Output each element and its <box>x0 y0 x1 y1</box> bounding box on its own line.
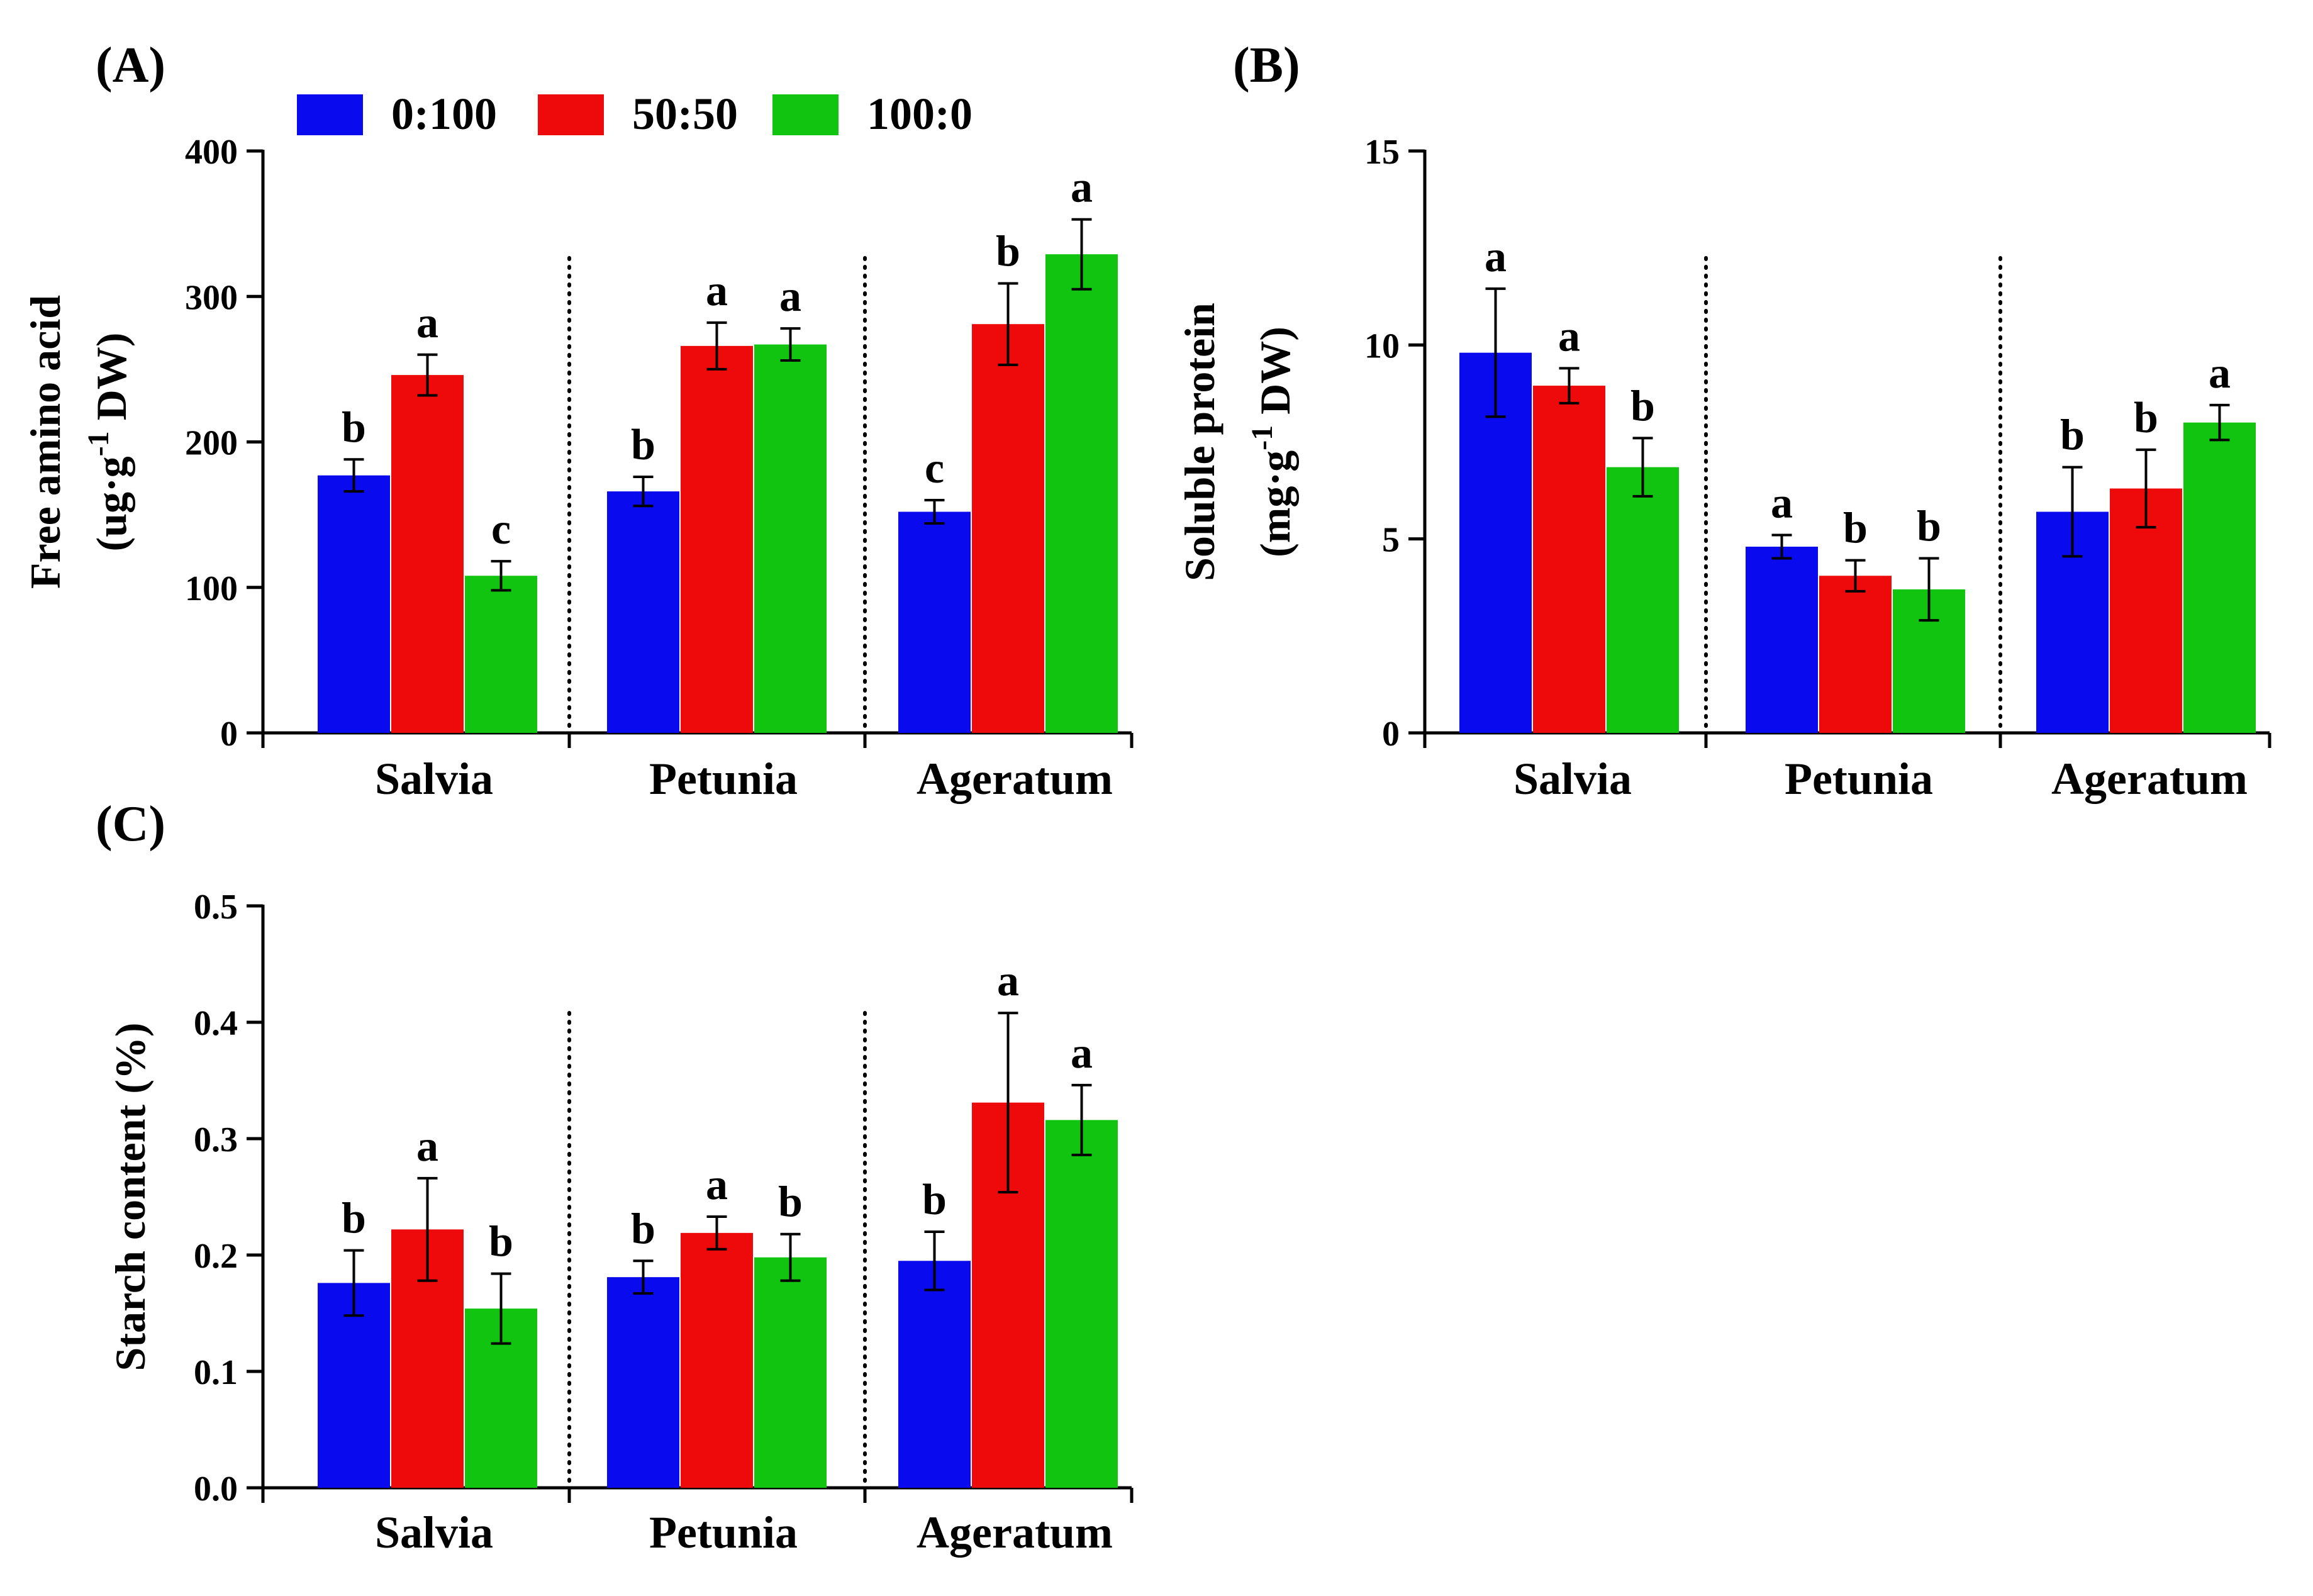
significance-letter: a <box>779 272 801 321</box>
bar-salvia-series-3 <box>465 576 537 733</box>
category-label-salvia: Salvia <box>375 754 493 804</box>
significance-letter: b <box>922 1176 947 1224</box>
significance-letter: a <box>1485 233 1507 281</box>
bar-petunia-series-1 <box>607 491 679 733</box>
significance-letter: b <box>489 1218 513 1266</box>
bar-petunia-series-2 <box>1819 576 1892 733</box>
significance-letter: b <box>1843 505 1868 553</box>
y-tick-label: 5 <box>1382 521 1400 560</box>
y-tick-label: 0.4 <box>194 1004 238 1043</box>
y-tick-label: 0.1 <box>194 1353 238 1392</box>
chart-panel-2: (B) 0 5 10 15 Salvia Petunia Ageratum Soluble pr… <box>1176 38 2271 804</box>
y-tick-label: 200 <box>185 424 238 463</box>
legend-swatch-2 <box>538 94 604 135</box>
significance-letter: b <box>631 421 655 469</box>
category-label-petunia: Petunia <box>649 1507 798 1558</box>
category-label-ageratum: Ageratum <box>917 1507 1113 1558</box>
chart-panel-1: (A) 0 100 200 300 400 Salvia Petunia Ageratum Fre… <box>21 38 1134 804</box>
panel-label: (A) <box>96 38 165 93</box>
panel-label: (B) <box>1233 38 1300 93</box>
chart-panel-3: (C) 0.0 0.1 0.2 0.3 0.4 0.5 Salvia Petunia Agerat… <box>96 796 1134 1558</box>
significance-letter: b <box>2134 394 2158 442</box>
y-tick-label: 400 <box>185 133 238 172</box>
category-label-salvia: Salvia <box>375 1507 493 1558</box>
significance-letter: a <box>706 1161 728 1209</box>
bar-ageratum-series-1 <box>898 1261 971 1488</box>
y-tick-label: 10 <box>1364 326 1400 366</box>
legend-swatch-1 <box>297 94 363 135</box>
bar-ageratum-series-2 <box>972 324 1044 733</box>
bar-petunia-series-1 <box>1746 547 1818 733</box>
y-tick-label: 100 <box>185 569 238 608</box>
y-tick-label: 300 <box>185 278 238 317</box>
bar-petunia-series-3 <box>754 344 827 733</box>
significance-letter: a <box>416 299 438 347</box>
bar-petunia-series-2 <box>681 345 753 733</box>
category-label-salvia: Salvia <box>1513 754 1632 804</box>
y-axis-title: Starch content (%) <box>106 1023 154 1371</box>
significance-letter: b <box>2060 411 2085 460</box>
bar-ageratum-series-3 <box>1045 1120 1118 1488</box>
y-tick-label: 0 <box>1382 715 1400 754</box>
bar-ageratum-series-2 <box>2110 488 2182 733</box>
bar-ageratum-series-1 <box>898 511 971 733</box>
legend-swatch-3 <box>772 94 839 135</box>
y-tick-label: 0.2 <box>194 1237 238 1276</box>
y-tick-label: 0.0 <box>194 1470 238 1509</box>
significance-letter: a <box>997 957 1019 1005</box>
y-tick-label: 0.3 <box>194 1120 238 1159</box>
y-axis-unit: (mg·g-1 DW) <box>1246 326 1299 557</box>
significance-letter: b <box>996 227 1020 276</box>
bar-salvia-series-1 <box>318 475 390 733</box>
significance-letter: c <box>491 505 511 554</box>
significance-letter: c <box>925 444 944 493</box>
y-axis-title: Free amino acid <box>21 295 69 589</box>
legend-label-2: 50:50 <box>632 89 738 139</box>
significance-letter: a <box>416 1122 438 1171</box>
y-axis-title: Soluble protein <box>1176 303 1223 581</box>
bar-salvia-series-3 <box>1607 467 1679 733</box>
bar-ageratum-series-3 <box>2183 422 2256 733</box>
significance-letter: b <box>1917 503 1941 551</box>
significance-letter: a <box>1071 164 1093 212</box>
bar-petunia-series-3 <box>754 1257 827 1488</box>
y-tick-label: 15 <box>1364 133 1400 172</box>
bar-salvia-series-2 <box>1533 386 1605 733</box>
category-label-petunia: Petunia <box>649 754 798 804</box>
significance-letter: a <box>2209 349 2231 398</box>
bar-ageratum-series-3 <box>1045 254 1118 733</box>
significance-letter: b <box>631 1205 655 1253</box>
significance-letter: a <box>1071 1029 1093 1078</box>
category-label-ageratum: Ageratum <box>2051 754 2248 804</box>
bar-petunia-series-2 <box>681 1232 753 1488</box>
significance-letter: a <box>706 267 728 315</box>
y-tick-label: 0.5 <box>194 888 238 927</box>
bar-salvia-series-2 <box>391 375 464 733</box>
significance-letter: b <box>778 1178 803 1227</box>
significance-letter: b <box>1630 382 1655 430</box>
significance-letter: b <box>342 1195 366 1243</box>
y-tick-label: 0 <box>220 715 238 754</box>
category-label-ageratum: Ageratum <box>917 754 1113 804</box>
panel-label: (C) <box>96 796 165 852</box>
y-axis-unit: (ug·g-1 DW) <box>82 333 135 552</box>
bar-petunia-series-1 <box>607 1277 679 1488</box>
bar-salvia-series-1 <box>318 1283 390 1488</box>
legend-label-1: 0:100 <box>391 89 497 139</box>
legend: 0:100 50:50 100:0 <box>297 89 973 139</box>
legend-label-3: 100:0 <box>867 89 973 139</box>
significance-letter: a <box>1558 312 1580 360</box>
category-label-petunia: Petunia <box>1785 754 1933 804</box>
significance-letter: a <box>1771 479 1793 528</box>
significance-letter: b <box>342 403 366 452</box>
